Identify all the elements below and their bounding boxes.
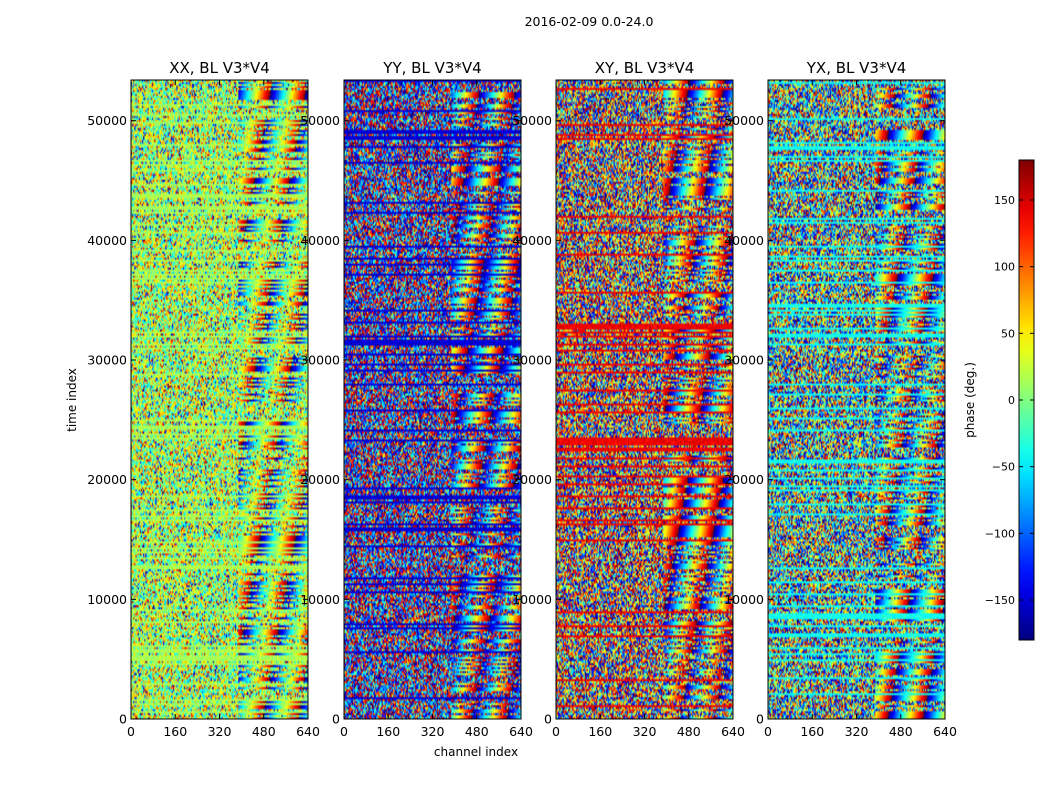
- y-tick-label: 50000: [724, 113, 764, 128]
- y-axis-label: time index: [65, 368, 79, 432]
- x-tick-label: 640: [296, 724, 320, 739]
- y-tick-label: 0: [119, 712, 127, 727]
- y-tick-label: 20000: [87, 472, 127, 487]
- x-axis-label: channel index: [434, 745, 518, 759]
- y-tick-label: 20000: [724, 472, 764, 487]
- y-tick-label: 30000: [724, 353, 764, 368]
- panel-xy: XY, BL V3*V4 0 160 320 480 640 0 10000 20000 3000…: [512, 59, 745, 739]
- heatmap-panels: XX, BL V3*V4 0 160 320 480 640 0 10000 20000 3000…: [87, 59, 957, 739]
- x-tick-label: 160: [163, 724, 187, 739]
- colorbar-tick-label: −100: [985, 527, 1015, 540]
- x-tick-label: 0: [340, 724, 348, 739]
- x-tick-label: 160: [376, 724, 400, 739]
- y-tick-label: 30000: [300, 353, 340, 368]
- colorbar-tick-label: 150: [994, 194, 1015, 207]
- y-tick-label: 50000: [87, 113, 127, 128]
- x-tick-label: 0: [764, 724, 772, 739]
- x-tick-label: 640: [933, 724, 957, 739]
- phase-heatmap-image: [768, 80, 945, 719]
- figure-title: 2016-02-09 0.0-24.0: [525, 14, 654, 29]
- y-tick-label: 0: [756, 712, 764, 727]
- colorbar-label: phase (deg.): [963, 362, 977, 438]
- y-tick-label: 0: [544, 712, 552, 727]
- y-tick-label: 40000: [300, 233, 340, 248]
- colorbar-tick-label: −150: [985, 594, 1015, 607]
- x-tick-label: 640: [721, 724, 745, 739]
- panel-title: YY, BL V3*V4: [382, 59, 481, 77]
- panel-title: XY, BL V3*V4: [595, 59, 695, 77]
- y-tick-label: 50000: [300, 113, 340, 128]
- y-tick-label: 40000: [87, 233, 127, 248]
- colorbar-tick-label: 50: [1001, 327, 1015, 340]
- y-tick-label: 40000: [724, 233, 764, 248]
- panel-yx: YX, BL V3*V4 0 160 320 480 640 0 10000 20000 3000…: [724, 59, 957, 739]
- x-tick-label: 0: [552, 724, 560, 739]
- colorbar-tick-label: −50: [992, 461, 1015, 474]
- y-tick-label: 0: [332, 712, 340, 727]
- x-tick-label: 320: [421, 724, 445, 739]
- x-tick-label: 480: [252, 724, 276, 739]
- x-tick-label: 320: [208, 724, 232, 739]
- x-tick-label: 0: [127, 724, 135, 739]
- x-tick-label: 480: [677, 724, 701, 739]
- colorbar-tick-label: 0: [1008, 394, 1015, 407]
- y-tick-label: 30000: [87, 353, 127, 368]
- y-tick-label: 30000: [512, 353, 552, 368]
- panel-title: YX, BL V3*V4: [806, 59, 907, 77]
- x-tick-label: 160: [588, 724, 612, 739]
- y-tick-label: 10000: [512, 592, 552, 607]
- x-tick-label: 640: [509, 724, 533, 739]
- y-tick-label: 40000: [512, 233, 552, 248]
- y-tick-label: 50000: [512, 113, 552, 128]
- phase-heatmap-image: [344, 80, 521, 719]
- y-tick-label: 10000: [87, 592, 127, 607]
- phase-heatmap-image: [131, 80, 308, 719]
- phase-heatmap-image: [556, 80, 733, 719]
- panel-xx: XX, BL V3*V4 0 160 320 480 640 0 10000 20000 3000…: [87, 59, 320, 739]
- x-tick-label: 480: [889, 724, 913, 739]
- x-tick-label: 160: [800, 724, 824, 739]
- panel-yy: YY, BL V3*V4 0 160 320 480 640 0 10000 20000 3000…: [300, 59, 533, 739]
- x-tick-label: 480: [465, 724, 489, 739]
- y-tick-label: 10000: [724, 592, 764, 607]
- x-tick-label: 320: [845, 724, 869, 739]
- y-tick-label: 20000: [300, 472, 340, 487]
- y-tick-label: 10000: [300, 592, 340, 607]
- x-tick-label: 320: [633, 724, 657, 739]
- colorbar: 150 100 50 0 −50 −100 −150: [985, 159, 1035, 641]
- y-tick-label: 20000: [512, 472, 552, 487]
- panel-title: XX, BL V3*V4: [169, 59, 270, 77]
- colorbar-tick-label: 100: [994, 261, 1015, 274]
